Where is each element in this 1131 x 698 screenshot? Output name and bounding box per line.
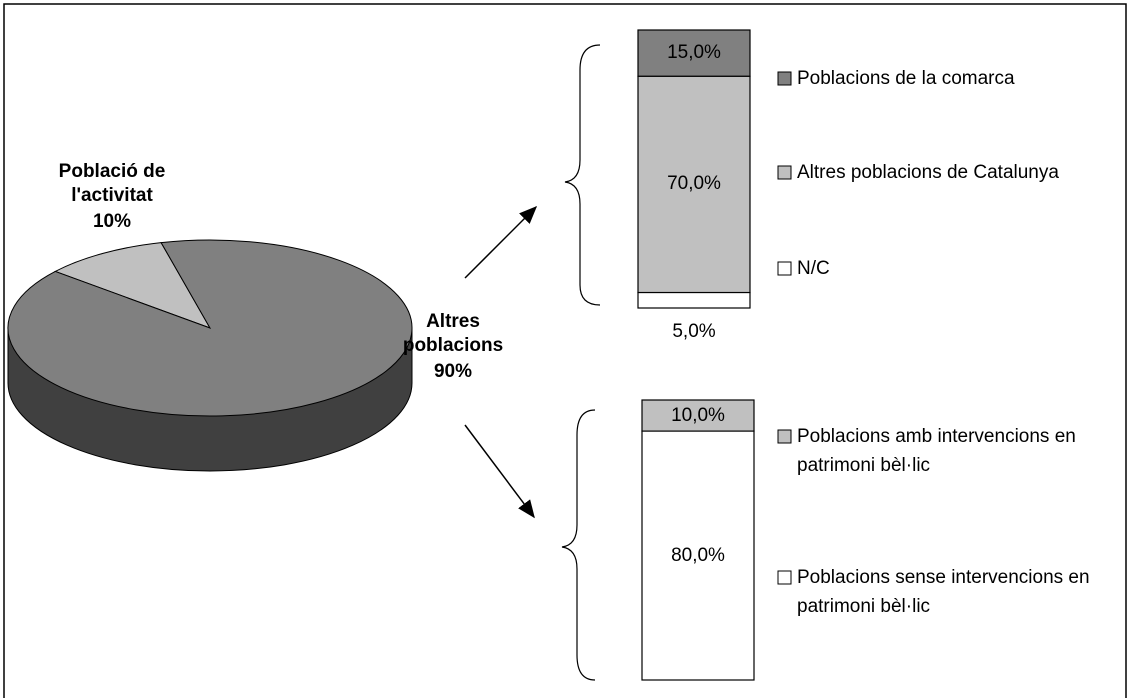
legend-label: Altres poblacions de Catalunya (797, 162, 1059, 183)
value-label: 70,0% (667, 173, 721, 195)
legend-swatch (777, 261, 792, 276)
pie-value-label: 90% (433, 361, 473, 382)
brace (561, 409, 596, 681)
pie-label: Altres poblacions (402, 311, 504, 356)
value-label: 5,0% (672, 321, 716, 342)
bar-segment (637, 291, 751, 309)
bar-segment (637, 75, 751, 294)
bar-segment (641, 430, 755, 681)
brace (564, 44, 601, 306)
pie-slice (7, 239, 413, 417)
legend-swatch (777, 165, 792, 180)
value-label: 10,0% (671, 404, 725, 426)
legend-swatch (777, 71, 792, 86)
pie-slice (54, 242, 212, 329)
arrow (464, 424, 535, 519)
value-label: 15,0% (667, 42, 721, 64)
legend-swatch (777, 570, 792, 585)
frame (3, 3, 1127, 698)
bar-segment (641, 399, 755, 432)
pie-label: Població de l'activitat (58, 161, 166, 206)
legend-label: Poblacions de la comarca (797, 68, 1015, 89)
legend-label: Poblacions sense intervencions en patrim… (797, 567, 1090, 617)
arrow (464, 205, 538, 279)
legend-label: N/C (797, 258, 830, 279)
pie-value-label: 10% (92, 211, 132, 232)
legend-label: Poblacions amb intervencions en patrimon… (797, 426, 1076, 476)
legend-swatch (777, 429, 792, 444)
value-label: 80,0% (671, 544, 725, 566)
